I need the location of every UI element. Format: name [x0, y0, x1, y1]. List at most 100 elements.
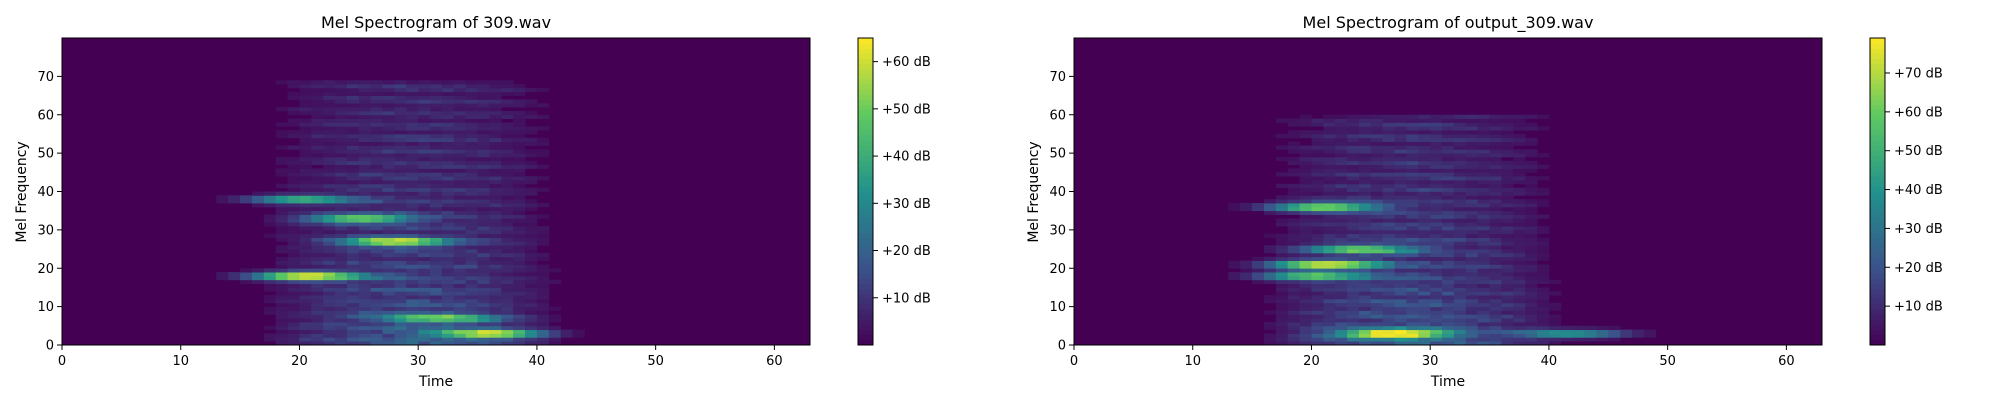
heatmap-cell — [1489, 275, 1502, 281]
heatmap-cell — [441, 122, 455, 127]
heatmap-cell — [489, 153, 502, 158]
heatmap-cell — [1382, 183, 1395, 189]
heatmap-cell — [1465, 168, 1479, 173]
heatmap-cell — [1347, 156, 1360, 162]
heatmap-cell — [394, 256, 407, 261]
heatmap-cell — [335, 80, 348, 85]
colorbar-segment — [858, 63, 873, 70]
colorbar-tick-label: +60 dB — [882, 55, 931, 70]
heatmap-cell — [465, 260, 478, 265]
heatmap-cell — [1406, 156, 1419, 162]
heatmap-cell — [1513, 275, 1526, 281]
heatmap-cell — [513, 210, 526, 215]
heatmap-cell — [394, 156, 407, 162]
heatmap-cell — [1489, 222, 1502, 227]
heatmap-cell — [1537, 237, 1550, 242]
heatmap-cell — [1323, 114, 1336, 119]
heatmap-cell — [1347, 226, 1360, 231]
heatmap-cell — [513, 91, 526, 96]
heatmap-cell — [1537, 126, 1550, 131]
heatmap-cell — [1430, 206, 1443, 212]
colorbar-segment — [1870, 135, 1885, 141]
heatmap-cell — [1525, 314, 1538, 319]
heatmap-cell — [1394, 233, 1407, 238]
heatmap-cell — [382, 275, 395, 281]
heatmap-cell — [1347, 187, 1360, 192]
heatmap-cell — [489, 329, 502, 334]
heatmap-cell — [501, 252, 514, 258]
heatmap-cell — [1489, 179, 1502, 185]
heatmap-cell — [536, 318, 550, 323]
heatmap-cell — [1299, 149, 1312, 154]
heatmap-cell — [1299, 118, 1312, 123]
heatmap-cell — [323, 218, 336, 223]
heatmap-cell — [1489, 279, 1502, 284]
colorbar-segment — [858, 171, 873, 177]
heatmap-cell — [299, 156, 312, 162]
heatmap-cell — [1525, 206, 1538, 212]
heatmap-cell — [1418, 318, 1431, 323]
heatmap-cell — [513, 187, 526, 192]
heatmap-cell — [299, 203, 312, 208]
heatmap-cell — [1442, 130, 1455, 135]
heatmap-cell — [1548, 337, 1562, 342]
heatmap-cell — [1382, 172, 1395, 177]
heatmap-cell — [1394, 210, 1407, 215]
heatmap-cell — [287, 306, 300, 311]
heatmap-cell — [358, 130, 372, 135]
heatmap-cell — [1525, 321, 1538, 327]
heatmap-cell — [323, 99, 336, 104]
heatmap-cell — [1287, 268, 1300, 273]
heatmap-cell — [525, 141, 538, 146]
heatmap-cell — [1275, 145, 1289, 150]
heatmap-cell — [346, 295, 360, 300]
heatmap-cell — [1406, 183, 1419, 189]
heatmap-cell — [1453, 341, 1467, 346]
heatmap-cell — [1299, 321, 1312, 327]
heatmap-cell — [1537, 310, 1550, 315]
heatmap-cell — [489, 130, 502, 135]
heatmap-cell — [1537, 199, 1550, 204]
heatmap-cell — [453, 298, 467, 304]
heatmap-cell — [489, 149, 502, 154]
heatmap-cell — [1335, 325, 1348, 331]
heatmap-cell — [263, 325, 277, 331]
heatmap-cell — [1501, 153, 1514, 158]
heatmap-cell — [311, 214, 324, 219]
heatmap-cell — [1382, 237, 1395, 242]
heatmap-cell — [1513, 260, 1526, 265]
colorbar-segment — [858, 43, 873, 49]
heatmap-cell — [465, 133, 478, 139]
heatmap-cell — [346, 203, 360, 208]
heatmap-cell — [1501, 318, 1514, 323]
heatmap-cell — [1442, 126, 1455, 131]
heatmap-cell — [1465, 206, 1479, 212]
heatmap-cell — [1501, 229, 1514, 235]
heatmap-cell — [430, 321, 443, 327]
heatmap-cell — [1347, 114, 1360, 119]
heatmap-cell — [382, 87, 395, 93]
heatmap-cell — [311, 264, 324, 269]
heatmap-cell — [1418, 206, 1431, 212]
heatmap-cell — [513, 118, 526, 123]
heatmap-cell — [525, 110, 538, 116]
heatmap-cell — [1501, 195, 1514, 200]
colorbar-segment — [1870, 140, 1885, 146]
heatmap-cell — [430, 272, 443, 277]
y-tick-label: 0 — [1058, 339, 1066, 354]
heatmap-cell — [335, 206, 348, 212]
heatmap-cell — [1311, 302, 1324, 308]
heatmap-cell — [465, 118, 478, 123]
heatmap-cell — [453, 337, 467, 342]
heatmap-cell — [275, 195, 288, 200]
heatmap-cell — [311, 130, 324, 135]
heatmap-cell — [1489, 260, 1502, 265]
heatmap-cell — [430, 241, 443, 246]
heatmap-cell — [1263, 256, 1277, 261]
heatmap-cell — [335, 329, 348, 334]
y-tick-label: 70 — [37, 70, 54, 85]
heatmap-cell — [1418, 168, 1431, 173]
heatmap-cell — [382, 287, 395, 292]
heatmap-cell — [299, 291, 312, 296]
heatmap-cell — [477, 87, 490, 93]
